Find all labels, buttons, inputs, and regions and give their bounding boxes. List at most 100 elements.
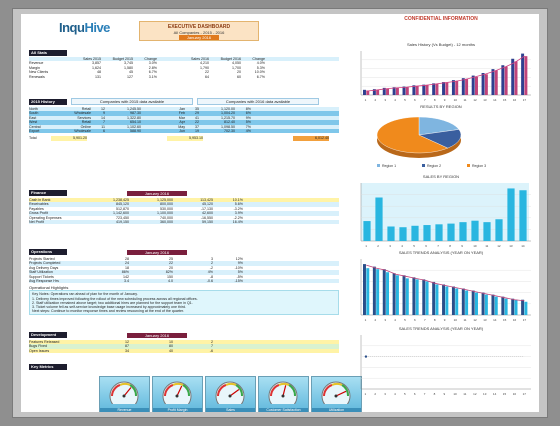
bar bbox=[461, 288, 465, 315]
tick-label: 13 bbox=[509, 244, 513, 248]
table-cell: 1,125,000 bbox=[157, 198, 173, 202]
tick-label: 10 bbox=[473, 244, 477, 248]
tick-label: 12 bbox=[473, 318, 477, 322]
tick-label: 11 bbox=[463, 392, 466, 396]
table-cell: Retail bbox=[81, 107, 91, 111]
bar bbox=[504, 66, 508, 95]
bar bbox=[521, 299, 525, 315]
bar bbox=[372, 266, 376, 315]
table-cell: 29 bbox=[195, 111, 199, 116]
tick-label: 1 bbox=[365, 244, 367, 248]
development-section: Development January 2016 Features Releas… bbox=[29, 332, 339, 354]
table-cell: 1,102.60 bbox=[127, 124, 141, 129]
history-group-left: Companies with 2015 data available bbox=[71, 98, 193, 105]
tick-label: 9 bbox=[444, 98, 446, 102]
table-cell: 7% bbox=[245, 124, 251, 129]
tick-label: 13 bbox=[483, 318, 487, 322]
table-cell: 6% bbox=[245, 111, 251, 116]
tick-label: 6 bbox=[414, 392, 416, 396]
bar bbox=[386, 88, 390, 95]
development-period: January 2016 bbox=[127, 332, 187, 338]
table-row: Export Wholesale 6 588.90 Jun 19 702.30 4% bbox=[29, 128, 339, 134]
bar bbox=[494, 70, 498, 95]
table-cell: 6.7% bbox=[256, 74, 265, 79]
table-cell: 45 bbox=[129, 70, 133, 75]
table-cell: 1,142,600 bbox=[113, 211, 129, 216]
bar bbox=[465, 290, 469, 315]
note-line: Next steps: Continue to monitor response… bbox=[32, 309, 185, 314]
table-cell: -8 bbox=[209, 274, 213, 279]
all-stats-section: All Stats Sales 2015 Budget 2015 Change Sal… bbox=[29, 50, 339, 79]
table-cell: 1,245.50 bbox=[127, 107, 141, 111]
bar bbox=[363, 264, 366, 315]
table-cell: 24 bbox=[125, 261, 129, 266]
table-cell: 6 bbox=[103, 128, 105, 133]
tick-label: 9 bbox=[461, 244, 463, 248]
tick-label: 10 bbox=[453, 392, 457, 396]
tick-label: 8 bbox=[434, 98, 436, 102]
table-cell: 3,857 bbox=[92, 61, 101, 66]
tick-label: 10 bbox=[454, 318, 458, 322]
table-cell: 4,050 bbox=[232, 61, 241, 66]
table-cell: Budget 2016 bbox=[220, 57, 241, 61]
table-row: New Clients 48 45 6.7% 22 20 10.0% bbox=[29, 70, 339, 74]
bar bbox=[415, 85, 419, 95]
gauge-dial bbox=[162, 381, 192, 404]
bar bbox=[382, 269, 386, 315]
table-cell: 22 bbox=[169, 261, 173, 266]
history-total-label: Total bbox=[29, 136, 37, 141]
tick-label: 13 bbox=[483, 392, 487, 396]
table-cell: 59,150 bbox=[202, 219, 213, 224]
table-cell: 86% bbox=[121, 270, 129, 275]
chart-title: RESULTS BY REGION bbox=[420, 104, 462, 109]
table-cell: 12 bbox=[101, 107, 105, 111]
tick-label: 6 bbox=[425, 244, 427, 248]
bar bbox=[501, 296, 505, 315]
bar bbox=[461, 78, 465, 95]
history-group-right: Companies with 2016 data available bbox=[197, 98, 319, 105]
table-cell: 1,580 bbox=[124, 65, 133, 70]
legend-swatch bbox=[422, 164, 425, 167]
table-cell: -5% bbox=[236, 274, 243, 279]
table-cell: -17,130 bbox=[200, 206, 213, 211]
table-cell: 1,238,425 bbox=[113, 198, 129, 202]
tick-label: 9 bbox=[444, 392, 446, 396]
tick-label: 17 bbox=[523, 318, 527, 322]
table-row: Staff Utilization 86% 82% 4% 5% bbox=[29, 270, 339, 275]
table-cell: 1,624 bbox=[92, 65, 101, 70]
table-cell: 7 bbox=[211, 344, 213, 349]
table-cell: 37 bbox=[195, 124, 199, 129]
tick-label: 16 bbox=[513, 98, 517, 102]
history-total-a: 5,901.20 bbox=[51, 136, 87, 141]
table-cell bbox=[141, 129, 165, 133]
bar bbox=[451, 286, 455, 315]
table-cell: 82% bbox=[165, 270, 173, 275]
table-cell: 12% bbox=[235, 257, 243, 261]
tick-label: 12 bbox=[497, 244, 501, 248]
bar bbox=[519, 190, 527, 241]
finance-period: January 2016 bbox=[127, 190, 187, 196]
table-cell: 812.40 bbox=[224, 120, 235, 125]
table-cell: 1,790 bbox=[200, 65, 209, 70]
table-cell: 40 bbox=[169, 348, 173, 353]
legend-label: Region 1 bbox=[382, 164, 396, 168]
tick-label: 14 bbox=[521, 244, 525, 248]
tick-label: 16 bbox=[513, 318, 517, 322]
bar bbox=[445, 286, 449, 315]
table-cell: 150 bbox=[167, 274, 173, 279]
table-row: Central Online 11 1,102.60 May 37 1,098.50 7% bbox=[29, 124, 339, 129]
table-cell: 4% bbox=[207, 270, 213, 275]
tick-label: 17 bbox=[523, 392, 527, 396]
table-cell: 723,450 bbox=[116, 215, 129, 220]
table-row: Net Profit 419,150 360,000 59,150 16.4% bbox=[29, 219, 339, 225]
table-cell: -2 bbox=[209, 265, 213, 270]
sales-history-chart: 1 2 3 4 5 6 7 8 9 10 11 12 13 14 15 16 17 bbox=[360, 51, 531, 102]
finance-heading: Finance bbox=[29, 190, 67, 196]
bar bbox=[422, 84, 426, 95]
key-metrics-heading: Key Metrics bbox=[29, 364, 67, 370]
gauge-dial bbox=[109, 381, 139, 404]
tick-label: 15 bbox=[503, 98, 507, 102]
bar bbox=[445, 82, 449, 95]
bar bbox=[459, 222, 467, 241]
confidential-banner: CONFIDENTIAL INFORMATION bbox=[404, 16, 478, 22]
